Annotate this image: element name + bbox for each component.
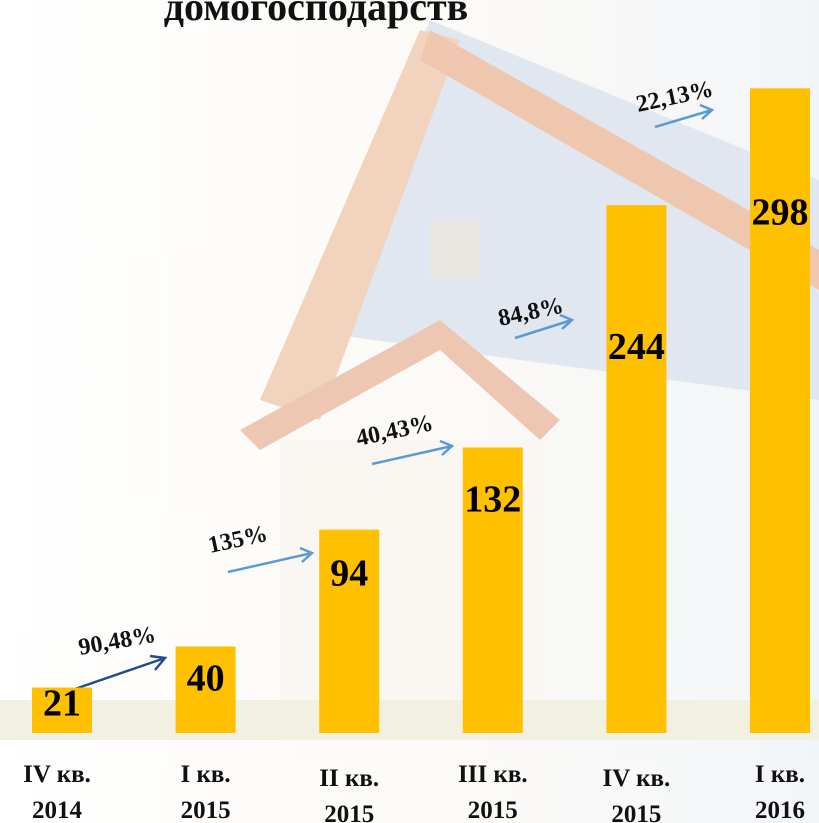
- bar: [175, 646, 236, 733]
- growth-arrows: [71, 103, 715, 692]
- bar: [750, 88, 810, 734]
- x-tick-label: III кв. 2015: [458, 761, 528, 823]
- x-tick-label: I кв. 2015: [180, 761, 231, 823]
- arrow: [71, 654, 168, 692]
- x-tick-label: IV кв. 2015: [602, 765, 671, 823]
- bar: [606, 205, 667, 733]
- bar: [32, 687, 92, 733]
- bar: [319, 529, 380, 733]
- chart-title: домогосподарств: [164, 0, 469, 29]
- x-tick-label: IV кв. 2014: [23, 761, 91, 823]
- x-tick-label: I кв. 2016: [754, 761, 806, 823]
- bar: [462, 447, 523, 733]
- value-label: 21: [43, 683, 81, 725]
- x-tick-label: II кв. 2015: [319, 765, 380, 823]
- arrow: [371, 439, 455, 466]
- value-label: 244: [608, 326, 665, 368]
- arrow: [654, 103, 715, 129]
- value-label: 40: [187, 657, 225, 699]
- arrow: [227, 546, 315, 574]
- arrow: [514, 313, 575, 340]
- value-label: 132: [464, 478, 521, 520]
- value-label: 94: [330, 553, 368, 595]
- value-label: 298: [752, 191, 809, 233]
